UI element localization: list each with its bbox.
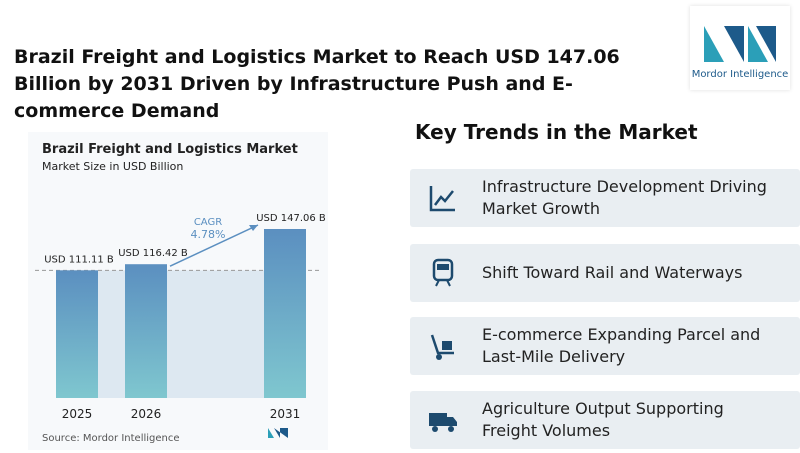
- trend-text: E-commerce Expanding Parcel and Last-Mil…: [482, 325, 761, 366]
- value-label: USD 111.11 B: [44, 254, 114, 265]
- logo-small: [268, 428, 274, 438]
- arrow-head: [249, 225, 258, 231]
- trends-title: Key Trends in the Market: [415, 120, 698, 144]
- trend-item: E-commerce Expanding Parcel and Last-Mil…: [410, 317, 800, 375]
- logo-text: Mordor Intelligence: [691, 69, 789, 80]
- icon: [432, 258, 454, 287]
- trend-item: Agriculture Output Supporting Freight Vo…: [410, 391, 800, 449]
- icon: [429, 413, 457, 432]
- chart-subtitle: Market Size in USD Billion: [42, 160, 183, 173]
- x-tick-label: 2025: [62, 407, 93, 421]
- logo: Mordor Intelligence: [690, 6, 790, 90]
- logo-small: [274, 428, 288, 438]
- shade: [98, 270, 264, 398]
- cagr-label: CAGR: [194, 217, 222, 228]
- logo-mark: [704, 26, 776, 62]
- x-tick-label: 2026: [131, 407, 162, 421]
- trend-text: Agriculture Output Supporting Freight Vo…: [482, 399, 724, 440]
- trend-item: Infrastructure Development Driving Marke…: [410, 169, 800, 227]
- value-label: USD 116.42 B: [118, 248, 188, 259]
- x-tick-label: 2031: [270, 407, 301, 421]
- trend-item: Shift Toward Rail and Waterways: [410, 244, 800, 302]
- bar: [264, 229, 306, 398]
- icon: [429, 186, 455, 212]
- bar: [56, 270, 98, 398]
- page-title: Brazil Freight and Logistics Market to R…: [14, 46, 620, 122]
- bar: [125, 264, 167, 398]
- cagr-arrow: [169, 224, 259, 267]
- chart-title: Brazil Freight and Logistics Market: [42, 142, 298, 157]
- source: Source: Mordor Intelligence: [42, 433, 180, 444]
- icon: [430, 334, 454, 360]
- value-label: USD 147.06 B: [256, 213, 326, 224]
- cagr-value: 4.78%: [191, 228, 226, 241]
- chart: Brazil Freight and Logistics Market Mark…: [28, 132, 328, 450]
- trend-text: Infrastructure Development Driving Marke…: [482, 177, 767, 218]
- trend-text: Shift Toward Rail and Waterways: [482, 263, 743, 282]
